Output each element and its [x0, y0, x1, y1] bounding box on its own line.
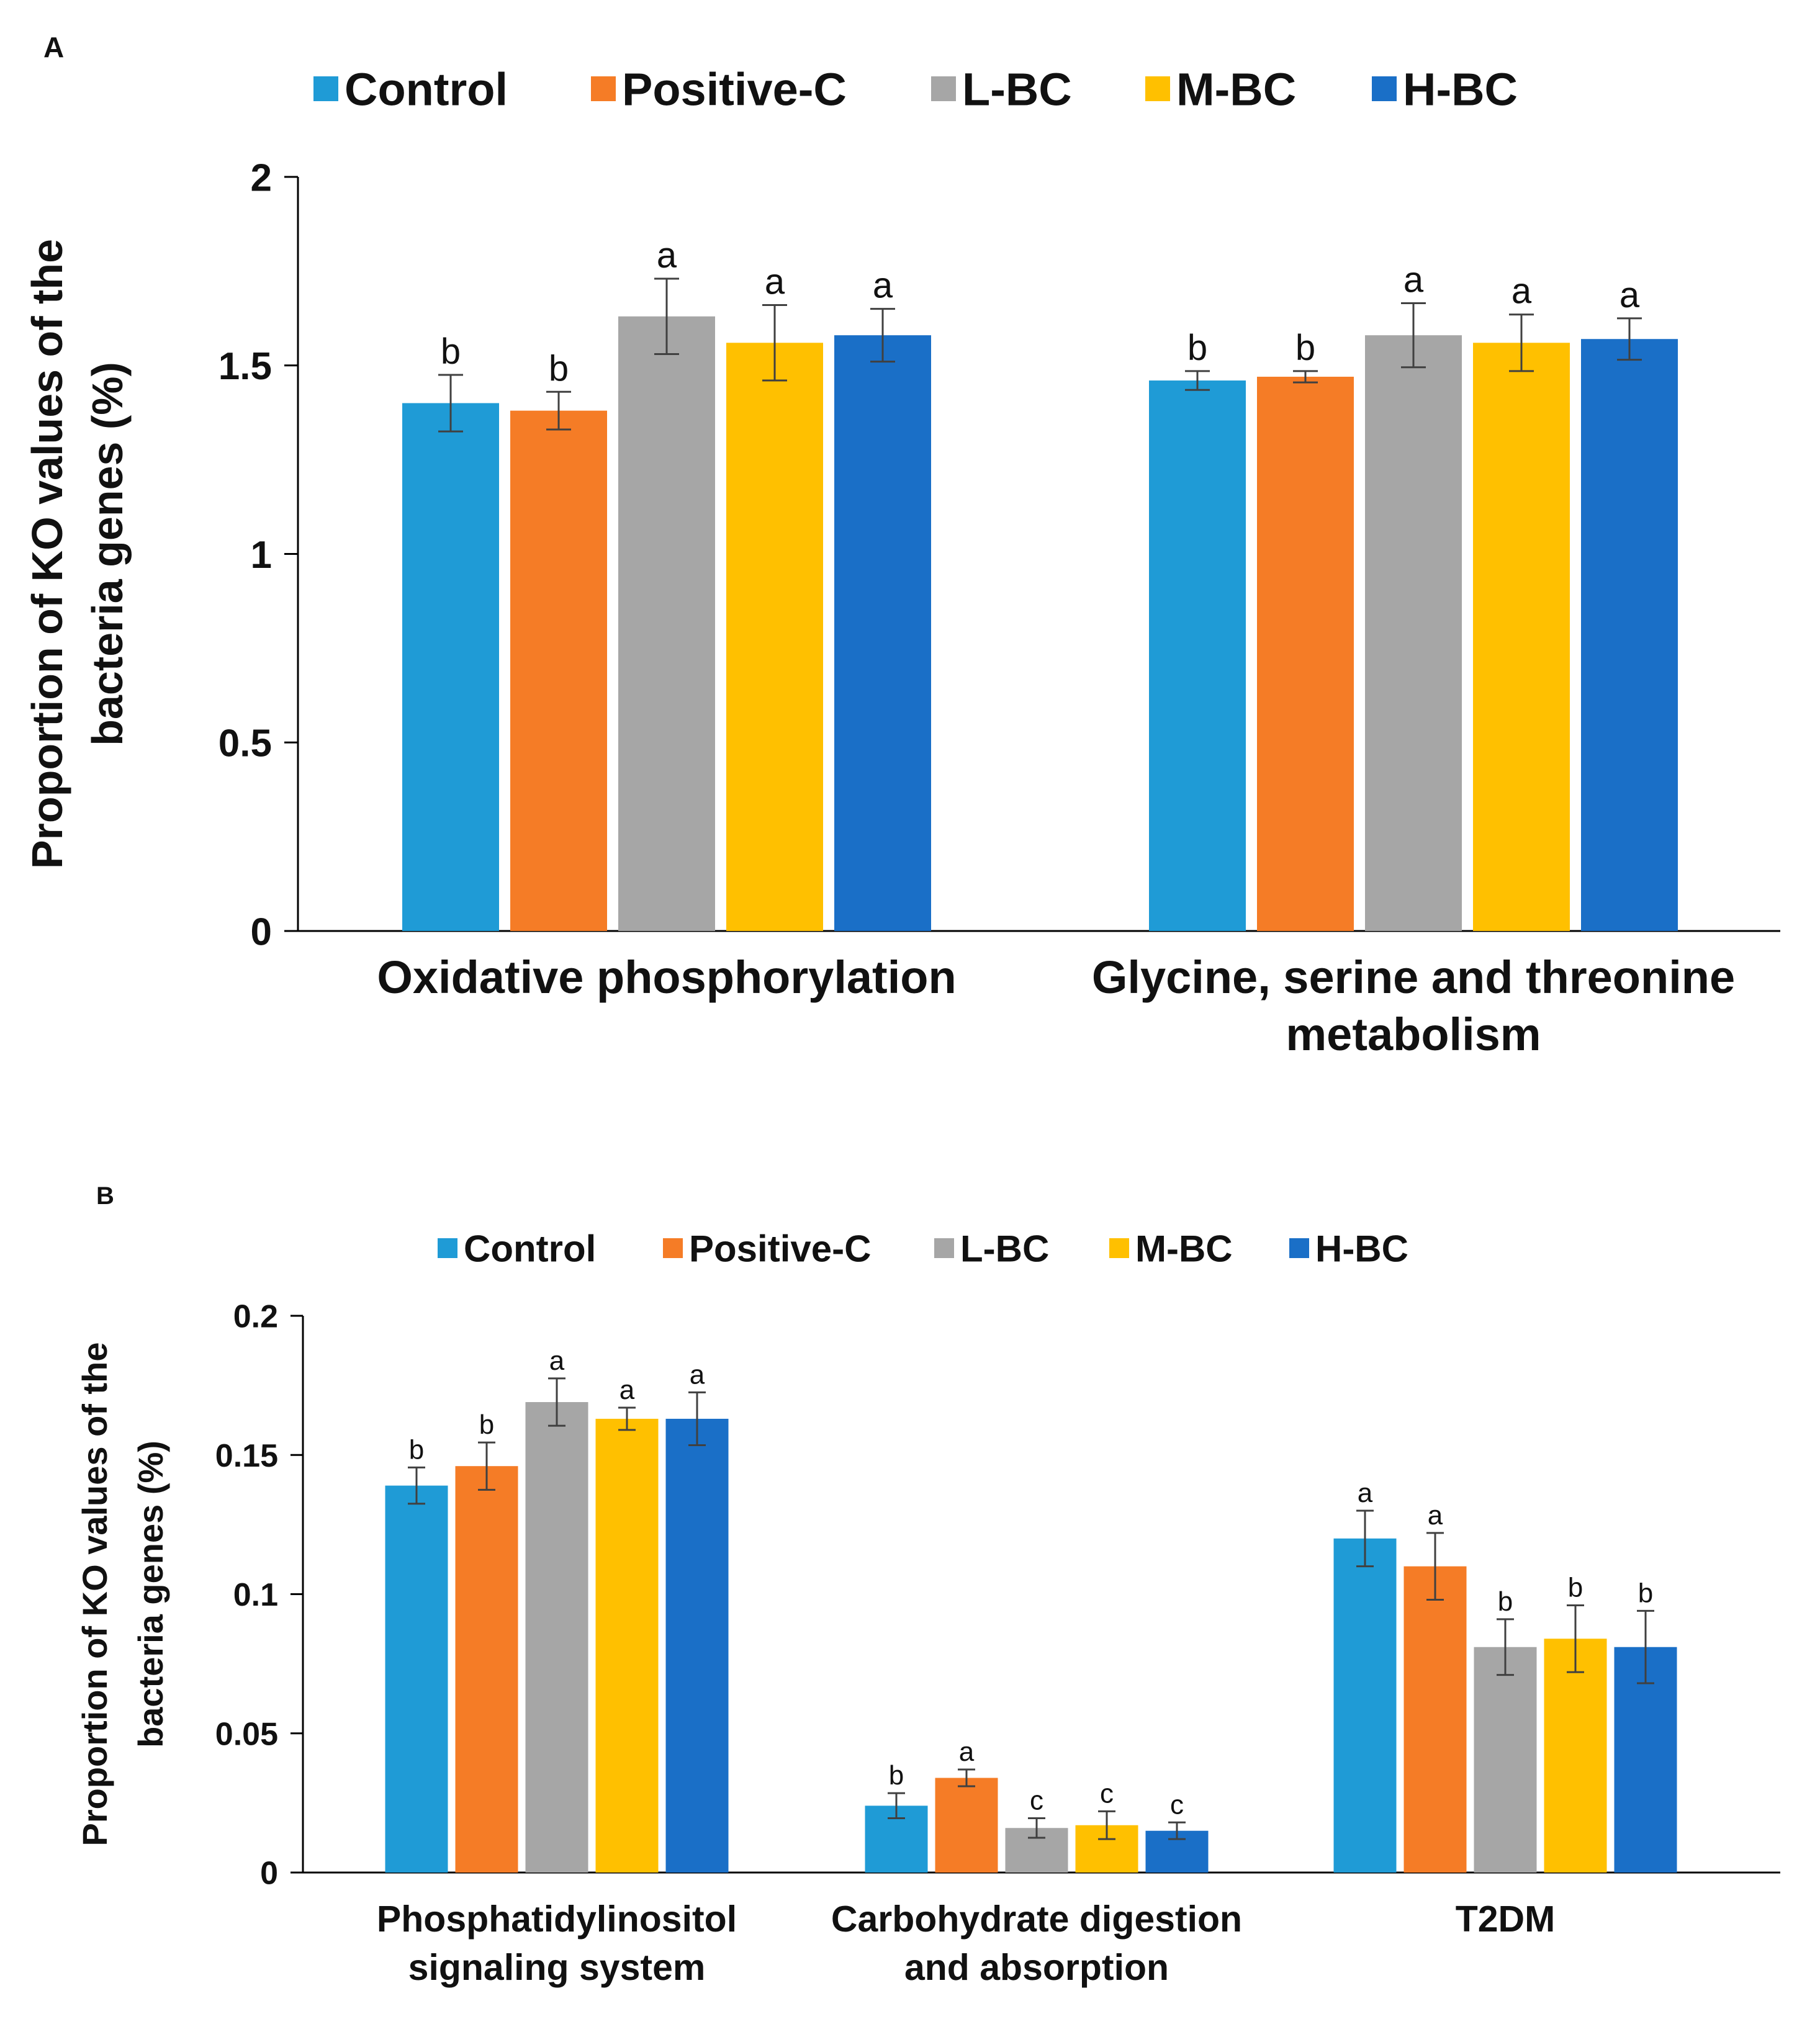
x-category-label: and absorption — [904, 1947, 1169, 1988]
significance-letter: b — [1187, 328, 1207, 368]
bar — [455, 1466, 518, 1873]
y-tick-label: 0.5 — [218, 722, 272, 765]
y-axis-title: bacteria genes (%) — [131, 1441, 170, 1748]
bar — [1333, 1538, 1397, 1873]
legend-label: Control — [464, 1228, 596, 1270]
x-category-label: Oxidative phosphorylation — [377, 951, 956, 1003]
significance-letter: a — [690, 1359, 705, 1390]
legend-label: M-BC — [1176, 64, 1296, 115]
y-tick-label: 0.15 — [215, 1438, 278, 1474]
legend-swatch — [591, 76, 616, 101]
significance-letter: b — [1638, 1578, 1653, 1608]
bar — [1614, 1647, 1677, 1873]
bar — [402, 403, 499, 931]
legend-label: H-BC — [1315, 1228, 1408, 1270]
significance-letter: b — [549, 348, 569, 389]
y-axis-title: Proportion of KO values of the — [75, 1342, 114, 1846]
significance-letter: a — [1511, 271, 1532, 312]
significance-letter: a — [619, 1375, 635, 1405]
y-tick-label: 0.2 — [233, 1299, 278, 1335]
y-tick-label: 1 — [251, 534, 272, 577]
chart-panel-a: A Control Positive-C L-BC M-BC H-BC 0 0.5 1 1.5 2 P… — [23, 31, 1780, 1060]
significance-letter: b — [409, 1434, 424, 1465]
bar — [595, 1418, 659, 1873]
legend-swatch — [663, 1238, 683, 1258]
significance-letter: a — [549, 1346, 565, 1376]
bar — [1257, 376, 1354, 931]
legend-label: Positive-C — [689, 1228, 871, 1270]
legend-swatch — [934, 1238, 954, 1258]
significance-letter: b — [479, 1410, 494, 1440]
legend-swatch — [438, 1238, 457, 1258]
legend-swatch — [1372, 76, 1397, 101]
legend-label: L-BC — [960, 1228, 1049, 1270]
bar — [618, 316, 715, 931]
panel-letter: A — [43, 31, 64, 63]
bar — [1365, 335, 1462, 931]
bar — [385, 1485, 448, 1873]
bar — [834, 335, 931, 931]
bar — [1403, 1566, 1467, 1873]
bar — [1149, 380, 1246, 931]
significance-letter: a — [1428, 1500, 1443, 1531]
legend: Control Positive-C L-BC M-BC H-BC — [313, 64, 1518, 115]
legend-label: M-BC — [1135, 1228, 1233, 1270]
bar — [510, 410, 607, 931]
x-category-label: T2DM — [1456, 1899, 1556, 1940]
y-tick-label: 0 — [251, 911, 272, 953]
x-category-label: Glycine, serine and threonine — [1092, 951, 1735, 1003]
significance-letter: b — [1498, 1586, 1513, 1617]
bar — [1544, 1639, 1607, 1873]
legend-swatch — [313, 76, 338, 101]
significance-letter: a — [1403, 260, 1424, 300]
significance-letter: a — [873, 266, 893, 306]
significance-letter: c — [1170, 1789, 1184, 1820]
legend-swatch — [1109, 1238, 1129, 1258]
significance-letter: b — [1568, 1572, 1583, 1603]
y-axis-title: Proportion of KO values of the — [23, 239, 71, 869]
legend-label: Control — [345, 64, 508, 115]
legend-swatch — [1145, 76, 1170, 101]
significance-letter: c — [1030, 1786, 1043, 1816]
y-tick-label: 2 — [251, 156, 272, 199]
legend-swatch — [931, 76, 956, 101]
significance-letter: a — [765, 262, 785, 302]
x-category-label: metabolism — [1286, 1009, 1541, 1060]
chart-panel-b: B Control Positive-C L-BC M-BC H-BC 0 0.05 0.1 0.… — [75, 1182, 1780, 1988]
significance-letter: b — [889, 1760, 904, 1791]
panel-letter: B — [96, 1182, 114, 1210]
bar — [1581, 339, 1678, 931]
significance-letter: b — [441, 331, 461, 372]
significance-letter: a — [1358, 1478, 1373, 1508]
y-tick-label: 0.1 — [233, 1577, 278, 1613]
x-category-label: signaling system — [408, 1947, 706, 1988]
significance-letter: a — [959, 1737, 975, 1767]
y-axis-title: bacteria genes (%) — [83, 362, 132, 746]
legend: Control Positive-C L-BC M-BC H-BC — [438, 1228, 1408, 1270]
bar — [1473, 343, 1570, 931]
significance-letter: a — [1620, 275, 1640, 315]
legend-label: Positive-C — [622, 64, 847, 115]
significance-letter: c — [1100, 1778, 1114, 1809]
legend-label: L-BC — [962, 64, 1072, 115]
y-tick-label: 0 — [260, 1856, 278, 1892]
bar — [1474, 1647, 1537, 1873]
x-category-label: Phosphatidylinositol — [377, 1899, 737, 1940]
significance-letter: a — [657, 235, 677, 276]
legend-label: H-BC — [1403, 64, 1518, 115]
bar — [665, 1418, 729, 1873]
y-tick-label: 0.05 — [215, 1716, 278, 1752]
significance-letter: b — [1295, 328, 1315, 368]
x-category-label: Carbohydrate digestion — [831, 1899, 1242, 1940]
legend-swatch — [1289, 1238, 1309, 1258]
bar — [726, 343, 823, 931]
y-tick-label: 1.5 — [218, 345, 272, 388]
bar — [525, 1402, 588, 1873]
bar — [935, 1778, 998, 1873]
